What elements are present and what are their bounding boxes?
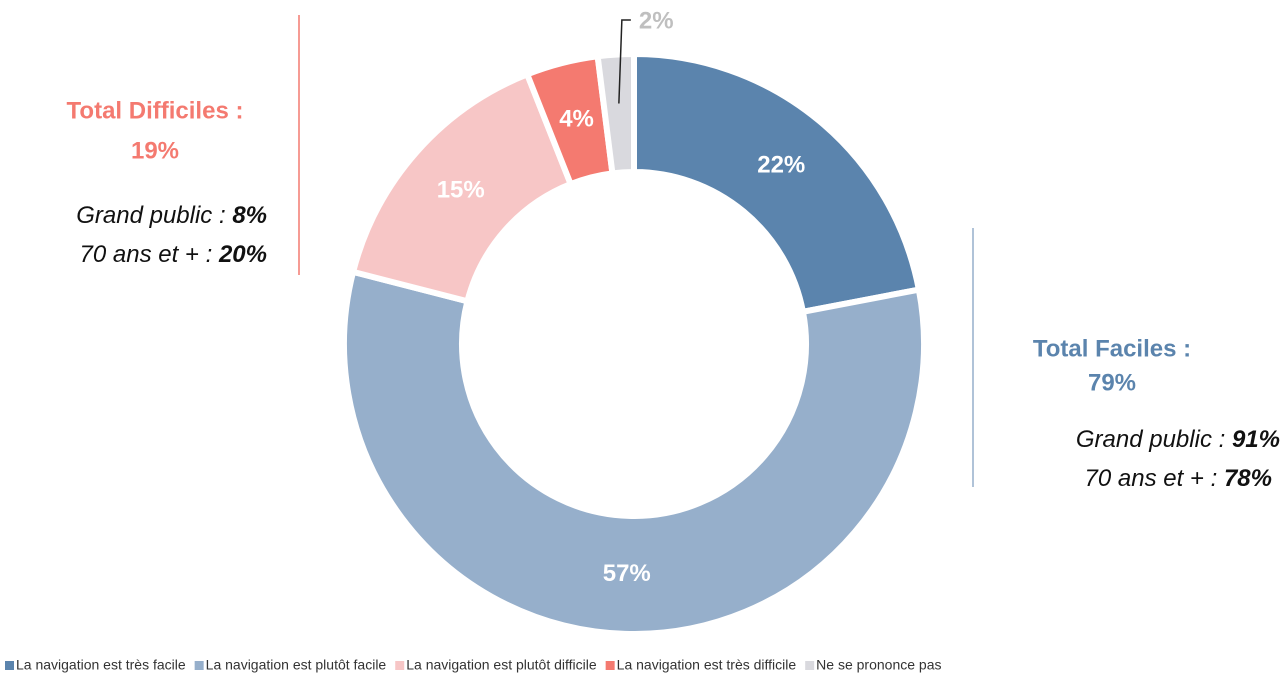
annotation-total: 79% xyxy=(1088,369,1136,396)
annotation-value: 8% xyxy=(232,202,267,229)
annotation-line: 70 ans et + : 20% xyxy=(80,241,267,268)
slice xyxy=(341,268,927,637)
leader-line xyxy=(618,19,631,104)
data-label: 57% xyxy=(603,560,651,587)
annotation-right: Total Faciles : 79% xyxy=(1033,335,1191,396)
annotation-label: Grand public : xyxy=(76,202,232,229)
data-label: 4% xyxy=(559,106,594,133)
legend-label: La navigation est très facile xyxy=(16,657,186,673)
data-label: 2% xyxy=(639,7,674,34)
annotation-left: Total Difficiles : 19% xyxy=(67,97,244,164)
legend-swatch xyxy=(5,661,14,670)
annotation-title: Total Difficiles : xyxy=(67,97,244,124)
annotation-line: 70 ans et + : 78% xyxy=(1085,465,1272,492)
donut: 22% 57% 15% 4% 2% xyxy=(341,7,927,637)
legend-swatch xyxy=(805,661,815,670)
annotation-label: 70 ans et + : xyxy=(80,241,219,268)
annotation-total: 19% xyxy=(131,137,179,164)
legend-label: Ne se prononce pas xyxy=(816,657,941,673)
legend-label: La navigation est plutôt facile xyxy=(206,657,387,673)
annotation-label: Grand public : xyxy=(1076,426,1232,453)
annotation-value: 78% xyxy=(1224,465,1272,492)
legend-swatch xyxy=(194,661,204,670)
annotation-line: Grand public : 91% xyxy=(1076,426,1280,453)
legend-swatch xyxy=(605,661,615,670)
slice xyxy=(349,70,575,305)
annotation-line: Grand public : 8% xyxy=(76,202,267,229)
slice xyxy=(631,50,923,316)
data-label: 22% xyxy=(757,151,805,178)
legend-label: La navigation est très difficile xyxy=(617,657,797,673)
slice xyxy=(594,50,637,177)
data-label: 15% xyxy=(437,177,485,204)
annotation-title: Total Faciles : xyxy=(1033,335,1191,362)
legend-swatch xyxy=(395,661,405,670)
annotation-value: 91% xyxy=(1232,426,1280,453)
annotation-label: 70 ans et + : xyxy=(1085,465,1224,492)
annotation-value: 20% xyxy=(218,241,267,268)
legend: La navigation est très facile La navigati… xyxy=(5,657,941,673)
legend-label: La navigation est plutôt difficile xyxy=(406,657,597,673)
